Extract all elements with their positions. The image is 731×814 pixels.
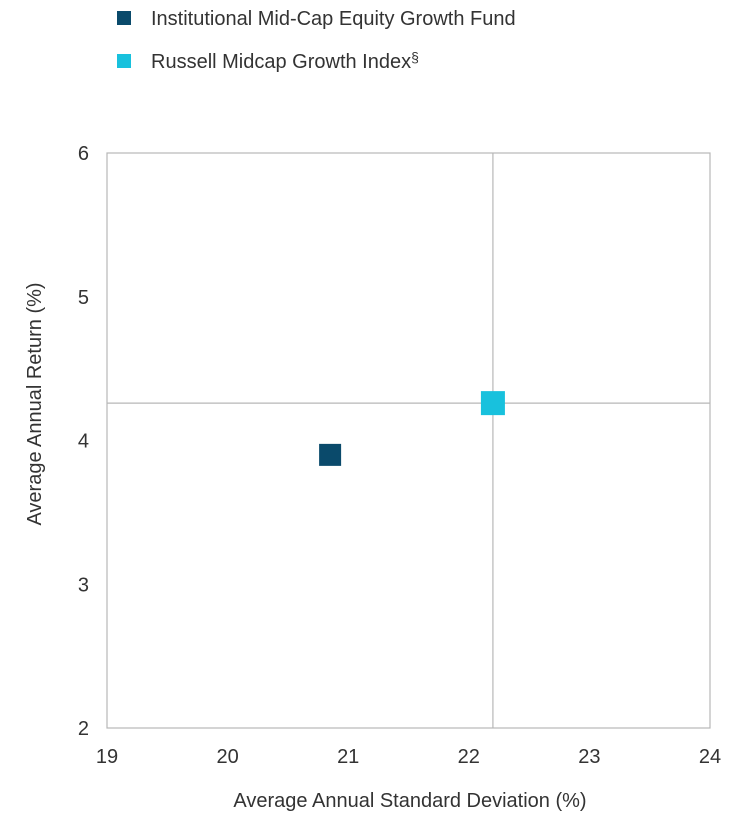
- data-point-russell-midcap-growth-index: [480, 391, 505, 416]
- data-point-institutional-mid-cap-equity-growth-fund: [319, 443, 342, 466]
- x-tick-label-21: 21: [337, 746, 359, 768]
- x-tick-label-22: 22: [458, 746, 480, 768]
- legend-label-suffix: §: [411, 49, 419, 65]
- plot-frame: [106, 152, 711, 729]
- legend-swatch-institutional-mid-cap-equity-growth-fund: [117, 11, 131, 25]
- legend-swatch-russell-midcap-growth-index: [117, 54, 131, 68]
- x-tick-label-19: 19: [96, 746, 118, 768]
- x-tick-label-20: 20: [216, 746, 238, 768]
- x-axis-ticks: 19 20 21 22 23 24: [96, 746, 721, 768]
- y-tick-label-5: 5: [78, 287, 89, 309]
- x-axis-label: Average Annual Standard Deviation (%): [233, 790, 586, 812]
- legend: Institutional Mid-Cap Equity Growth Fund…: [117, 8, 516, 73]
- y-tick-label-4: 4: [78, 431, 89, 453]
- x-tick-label-23: 23: [578, 746, 600, 768]
- data-points: [319, 391, 505, 466]
- legend-label-russell-midcap-growth-index: Russell Midcap Growth Index§: [151, 49, 419, 73]
- y-axis-ticks: 2 3 4 5 6: [78, 143, 89, 740]
- y-tick-label-3: 3: [78, 574, 89, 596]
- y-axis-label: Average Annual Return (%): [24, 282, 46, 525]
- legend-label-institutional-mid-cap-equity-growth-fund: Institutional Mid-Cap Equity Growth Fund: [151, 8, 516, 30]
- y-tick-label-6: 6: [78, 143, 89, 165]
- x-tick-label-24: 24: [699, 746, 721, 768]
- legend-label-text: Russell Midcap Growth Index: [151, 51, 411, 73]
- y-tick-label-2: 2: [78, 718, 89, 740]
